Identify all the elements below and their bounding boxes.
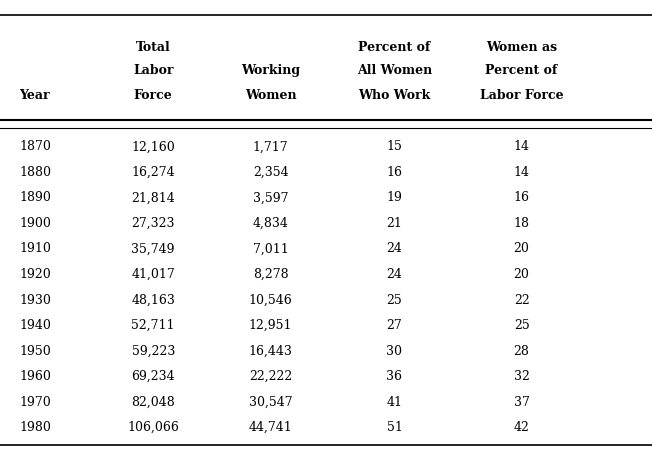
Text: 2,354: 2,354	[253, 166, 288, 178]
Text: 1940: 1940	[20, 318, 52, 331]
Text: 27: 27	[387, 318, 402, 331]
Text: Total: Total	[136, 41, 171, 54]
Text: 16: 16	[387, 166, 402, 178]
Text: 1910: 1910	[20, 242, 52, 255]
Text: 7,011: 7,011	[253, 242, 288, 255]
Text: 69,234: 69,234	[132, 369, 175, 382]
Text: 44,741: 44,741	[248, 420, 293, 433]
Text: Women as: Women as	[486, 41, 557, 54]
Text: 1920: 1920	[20, 268, 52, 280]
Text: 41,017: 41,017	[131, 268, 175, 280]
Text: Women: Women	[244, 89, 297, 102]
Text: 1950: 1950	[20, 344, 52, 357]
Text: 51: 51	[387, 420, 402, 433]
Text: 1960: 1960	[20, 369, 52, 382]
Text: 82,048: 82,048	[131, 395, 175, 408]
Text: 20: 20	[514, 242, 529, 255]
Text: 10,546: 10,546	[248, 293, 293, 306]
Text: Who Work: Who Work	[359, 89, 430, 102]
Text: 1880: 1880	[20, 166, 52, 178]
Text: 22: 22	[514, 293, 529, 306]
Text: 16: 16	[514, 191, 529, 204]
Text: Percent of: Percent of	[359, 41, 430, 54]
Text: 4,834: 4,834	[252, 217, 289, 229]
Text: 1900: 1900	[20, 217, 52, 229]
Text: Labor: Labor	[133, 64, 173, 77]
Text: 1970: 1970	[20, 395, 52, 408]
Text: 25: 25	[387, 293, 402, 306]
Text: 1870: 1870	[20, 140, 52, 153]
Text: 25: 25	[514, 318, 529, 331]
Text: 21: 21	[387, 217, 402, 229]
Text: 14: 14	[514, 166, 529, 178]
Text: 19: 19	[387, 191, 402, 204]
Text: 41: 41	[387, 395, 402, 408]
Text: 22,222: 22,222	[249, 369, 292, 382]
Text: 16,274: 16,274	[132, 166, 175, 178]
Text: 1980: 1980	[20, 420, 52, 433]
Text: 28: 28	[514, 344, 529, 357]
Text: 36: 36	[387, 369, 402, 382]
Text: 16,443: 16,443	[248, 344, 293, 357]
Text: Working: Working	[241, 64, 300, 77]
Text: 14: 14	[514, 140, 529, 153]
Text: Force: Force	[134, 89, 173, 102]
Text: All Women: All Women	[357, 64, 432, 77]
Text: 1890: 1890	[20, 191, 52, 204]
Text: 42: 42	[514, 420, 529, 433]
Text: Year: Year	[20, 89, 50, 102]
Text: Labor Force: Labor Force	[480, 89, 563, 102]
Text: 21,814: 21,814	[131, 191, 175, 204]
Text: 12,160: 12,160	[131, 140, 175, 153]
Text: 59,223: 59,223	[132, 344, 175, 357]
Text: 20: 20	[514, 268, 529, 280]
Text: 18: 18	[514, 217, 529, 229]
Text: 52,711: 52,711	[132, 318, 175, 331]
Text: 1,717: 1,717	[253, 140, 288, 153]
Text: Percent of: Percent of	[486, 64, 557, 77]
Text: 37: 37	[514, 395, 529, 408]
Text: 48,163: 48,163	[131, 293, 175, 306]
Text: 24: 24	[387, 268, 402, 280]
Text: 15: 15	[387, 140, 402, 153]
Text: 1930: 1930	[20, 293, 52, 306]
Text: 32: 32	[514, 369, 529, 382]
Text: 24: 24	[387, 242, 402, 255]
Text: 30,547: 30,547	[249, 395, 292, 408]
Text: 30: 30	[387, 344, 402, 357]
Text: 3,597: 3,597	[253, 191, 288, 204]
Text: 106,066: 106,066	[127, 420, 179, 433]
Text: 35,749: 35,749	[132, 242, 175, 255]
Text: 12,951: 12,951	[249, 318, 292, 331]
Text: 27,323: 27,323	[132, 217, 175, 229]
Text: 8,278: 8,278	[253, 268, 288, 280]
